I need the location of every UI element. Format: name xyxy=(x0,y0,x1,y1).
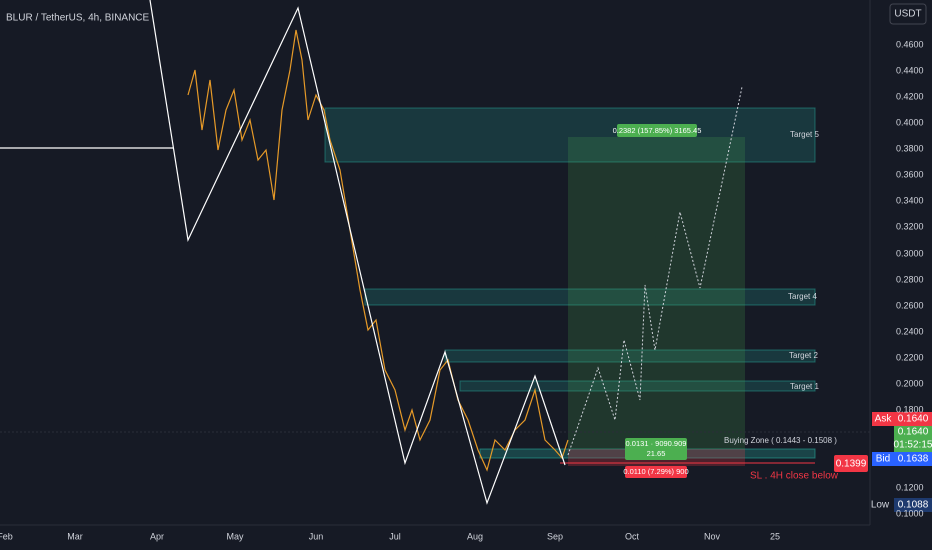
price-label: 0.1000 xyxy=(896,508,924,518)
time-label: 25 xyxy=(770,531,780,541)
wave-line xyxy=(149,0,566,505)
projection-path xyxy=(567,86,743,456)
loss-text: 0.0110 (7.29%) 900 xyxy=(623,467,688,476)
price-candles xyxy=(187,29,569,472)
low-tag xyxy=(894,498,932,512)
zone-label: Target 1 xyxy=(790,382,819,391)
loss-box xyxy=(625,466,687,478)
price-label: 0.2000 xyxy=(896,378,924,388)
price-label: 0.1800 xyxy=(896,404,924,414)
price-label: 0.3600 xyxy=(896,169,924,179)
profit-text: 0.2382 (157.85%) 3165.45 xyxy=(613,126,702,135)
entry-text: 0.0131 · 9090.909 xyxy=(626,439,687,448)
profit-box xyxy=(617,124,697,137)
time-label: Apr xyxy=(150,531,164,541)
chart-title: BLUR / TetherUS, 4h, BINANCE xyxy=(6,13,150,24)
bid-tag xyxy=(872,452,894,466)
currency[interactable]: USDT xyxy=(894,9,921,20)
stop-label: SL . 4H close below xyxy=(750,471,839,482)
zone-label: Buying Zone ( 0.1443 - 0.1508 ) xyxy=(724,436,837,445)
price-label: 0.3200 xyxy=(896,221,924,231)
profit-area xyxy=(568,137,745,449)
zone-label: Target 2 xyxy=(789,351,818,360)
time-label: Feb xyxy=(0,531,13,541)
price-label: 0.4200 xyxy=(896,91,924,101)
last-tag xyxy=(894,426,932,452)
target-zone xyxy=(324,107,816,163)
time-label: Mar xyxy=(67,531,83,541)
stop-tag xyxy=(834,455,868,472)
last-price: 0.1640 xyxy=(898,427,929,438)
ask-tag xyxy=(894,412,932,426)
bid-tag xyxy=(894,452,932,466)
stop-price: 0.1399 xyxy=(836,459,867,470)
target-zone xyxy=(459,380,816,392)
countdown: 01:52:15 xyxy=(894,440,932,451)
bid-label: Bid xyxy=(876,454,890,465)
ask-price: 0.1640 xyxy=(898,414,929,425)
target-zone xyxy=(444,349,816,363)
ask-tag xyxy=(872,412,894,426)
time-label: Sep xyxy=(547,531,563,541)
time-label: Aug xyxy=(467,531,483,541)
time-label: May xyxy=(226,531,244,541)
price-label: 0.1200 xyxy=(896,482,924,492)
ask-label: Ask xyxy=(875,414,893,425)
currency-button[interactable] xyxy=(889,3,927,25)
price-label: 0.3800 xyxy=(896,143,924,153)
zone-label: Target 4 xyxy=(788,292,817,301)
low-label: Low xyxy=(871,500,890,511)
price-label: 0.2400 xyxy=(896,326,924,336)
entry-text: 21.65 xyxy=(647,449,666,458)
price-label: 0.2600 xyxy=(896,300,924,310)
price-label: 0.3000 xyxy=(896,248,924,258)
price-label: 0.4400 xyxy=(896,65,924,75)
price-label: 0.2200 xyxy=(896,352,924,362)
time-label: Nov xyxy=(704,531,721,541)
price-label: 0.4600 xyxy=(896,39,924,49)
time-label: Jun xyxy=(309,531,324,541)
low-price: 0.1088 xyxy=(898,500,929,511)
price-label: 0.3400 xyxy=(896,195,924,205)
time-label: Oct xyxy=(625,531,640,541)
bid-price: 0.1638 xyxy=(898,454,929,465)
target-zone xyxy=(364,288,816,306)
entry-box xyxy=(625,438,687,460)
price-label: 0.2800 xyxy=(896,274,924,284)
price-label: 0.4000 xyxy=(896,117,924,127)
time-label: Jul xyxy=(389,531,401,541)
zone-label: Target 5 xyxy=(790,130,819,139)
